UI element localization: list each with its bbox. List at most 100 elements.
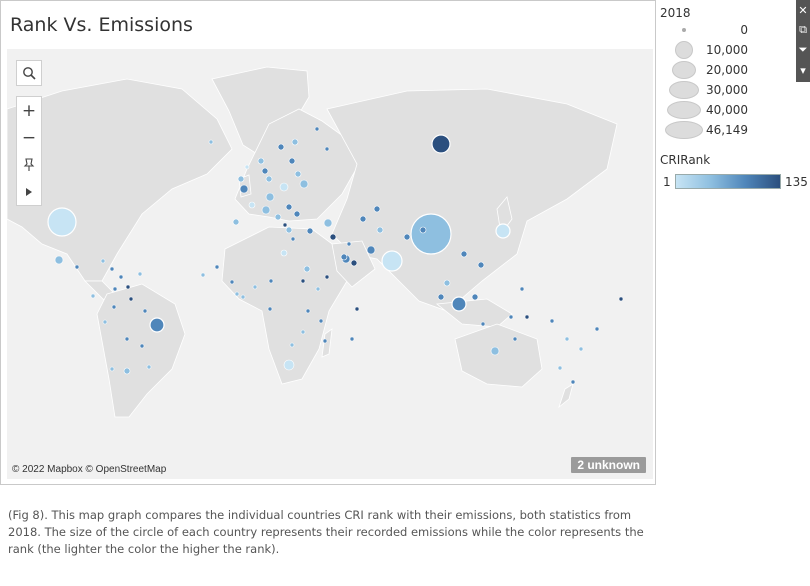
- country-bubble[interactable]: [578, 346, 584, 352]
- country-bubble[interactable]: [299, 179, 309, 189]
- country-bubble[interactable]: [291, 138, 299, 146]
- country-bubble[interactable]: [277, 143, 285, 151]
- country-bubble[interactable]: [265, 192, 275, 202]
- country-bubble[interactable]: [244, 164, 250, 170]
- country-bubble[interactable]: [381, 250, 403, 272]
- country-bubble[interactable]: [410, 213, 452, 255]
- country-bubble[interactable]: [294, 170, 302, 178]
- country-bubble[interactable]: [47, 207, 77, 237]
- country-bubble[interactable]: [54, 255, 64, 265]
- country-bubble[interactable]: [90, 293, 96, 299]
- country-bubble[interactable]: [570, 379, 576, 385]
- country-bubble[interactable]: [118, 274, 124, 280]
- country-bubble[interactable]: [112, 286, 118, 292]
- country-bubble[interactable]: [125, 284, 131, 290]
- country-bubble[interactable]: [340, 253, 348, 261]
- country-bubble[interactable]: [237, 175, 245, 183]
- country-bubble[interactable]: [490, 346, 500, 356]
- world-map[interactable]: [7, 49, 653, 479]
- country-bubble[interactable]: [354, 306, 360, 312]
- country-bubble[interactable]: [460, 250, 468, 258]
- country-bubble[interactable]: [443, 279, 451, 287]
- country-bubble[interactable]: [322, 338, 328, 344]
- country-bubble[interactable]: [289, 342, 295, 348]
- country-bubble[interactable]: [305, 308, 311, 314]
- map-search-button[interactable]: [16, 60, 42, 86]
- country-bubble[interactable]: [142, 308, 148, 314]
- share-icon[interactable]: ⧉: [799, 23, 807, 36]
- country-bubble[interactable]: [74, 264, 80, 270]
- country-bubble[interactable]: [234, 291, 240, 297]
- country-bubble[interactable]: [139, 343, 145, 349]
- country-bubble[interactable]: [373, 205, 381, 213]
- country-bubble[interactable]: [267, 306, 273, 312]
- dropdown-icon[interactable]: ▾: [800, 63, 806, 77]
- country-bubble[interactable]: [350, 259, 358, 267]
- country-bubble[interactable]: [512, 336, 518, 342]
- country-bubble[interactable]: [265, 175, 273, 183]
- country-bubble[interactable]: [323, 218, 333, 228]
- country-bubble[interactable]: [137, 271, 143, 277]
- country-bubble[interactable]: [314, 126, 320, 132]
- country-bubble[interactable]: [274, 213, 282, 221]
- country-bubble[interactable]: [324, 146, 330, 152]
- country-bubble[interactable]: [315, 286, 321, 292]
- map-area[interactable]: + − © 2022 Mapbox © OpenStreetMap 2 unkn…: [7, 49, 653, 479]
- country-bubble[interactable]: [293, 210, 301, 218]
- country-bubble[interactable]: [346, 241, 352, 247]
- country-bubble[interactable]: [471, 293, 479, 301]
- country-bubble[interactable]: [318, 318, 324, 324]
- country-bubble[interactable]: [524, 314, 530, 320]
- country-bubble[interactable]: [268, 278, 274, 284]
- country-bubble[interactable]: [403, 233, 411, 241]
- country-bubble[interactable]: [557, 365, 563, 371]
- country-bubble[interactable]: [594, 326, 600, 332]
- country-bubble[interactable]: [200, 272, 206, 278]
- country-bubble[interactable]: [149, 317, 165, 333]
- country-bubble[interactable]: [349, 336, 355, 342]
- country-bubble[interactable]: [288, 157, 296, 165]
- country-bubble[interactable]: [477, 261, 485, 269]
- country-bubble[interactable]: [240, 294, 246, 300]
- country-bubble[interactable]: [248, 201, 256, 209]
- country-bubble[interactable]: [431, 134, 451, 154]
- country-bubble[interactable]: [279, 182, 289, 192]
- country-bubble[interactable]: [208, 139, 214, 145]
- country-bubble[interactable]: [519, 286, 525, 292]
- country-bubble[interactable]: [306, 227, 314, 235]
- country-bubble[interactable]: [300, 329, 306, 335]
- country-bubble[interactable]: [239, 184, 249, 194]
- country-bubble[interactable]: [123, 367, 131, 375]
- country-bubble[interactable]: [419, 226, 427, 234]
- close-icon[interactable]: ✕: [798, 3, 808, 17]
- country-bubble[interactable]: [437, 293, 445, 301]
- country-bubble[interactable]: [564, 336, 570, 342]
- country-bubble[interactable]: [376, 226, 384, 234]
- filter-icon[interactable]: ⏷: [798, 43, 808, 56]
- country-bubble[interactable]: [109, 266, 115, 272]
- country-bubble[interactable]: [232, 218, 240, 226]
- country-bubbles[interactable]: [47, 126, 624, 385]
- country-bubble[interactable]: [451, 296, 467, 312]
- country-bubble[interactable]: [549, 318, 555, 324]
- country-bubble[interactable]: [300, 278, 306, 284]
- country-bubble[interactable]: [109, 366, 115, 372]
- pin-button[interactable]: [17, 151, 41, 178]
- country-bubble[interactable]: [285, 203, 293, 211]
- country-bubble[interactable]: [324, 274, 330, 280]
- country-bubble[interactable]: [128, 296, 134, 302]
- country-bubble[interactable]: [366, 245, 376, 255]
- country-bubble[interactable]: [283, 359, 295, 371]
- zoom-out-button[interactable]: −: [21, 127, 37, 148]
- country-bubble[interactable]: [257, 157, 265, 165]
- country-bubble[interactable]: [124, 336, 130, 342]
- country-bubble[interactable]: [100, 258, 106, 264]
- country-bubble[interactable]: [111, 304, 117, 310]
- country-bubble[interactable]: [290, 236, 296, 242]
- country-bubble[interactable]: [329, 233, 337, 241]
- country-bubble[interactable]: [261, 205, 271, 215]
- country-bubble[interactable]: [229, 279, 235, 285]
- country-bubble[interactable]: [282, 222, 288, 228]
- country-bubble[interactable]: [214, 264, 220, 270]
- country-bubble[interactable]: [618, 296, 624, 302]
